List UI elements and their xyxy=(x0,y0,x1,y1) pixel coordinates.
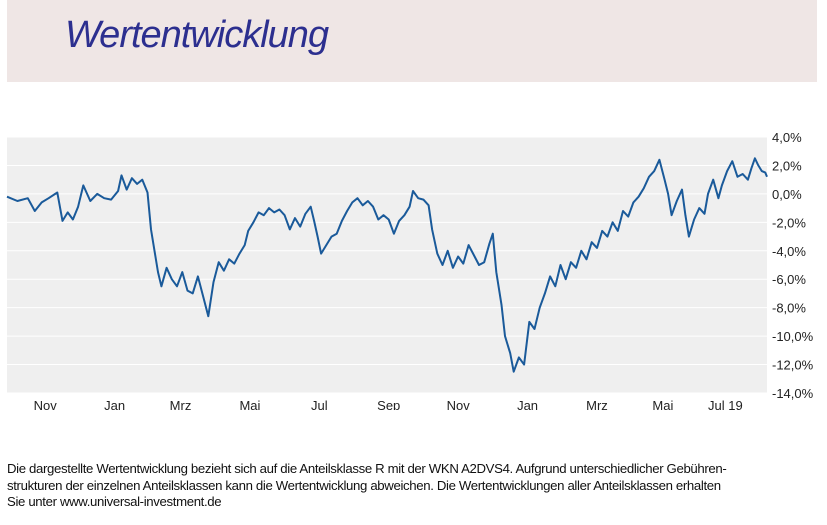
y-tick-label: -14,0% xyxy=(772,386,814,401)
y-tick-label: -4,0% xyxy=(772,244,806,259)
series-line xyxy=(6,157,768,373)
x-tick-label: Jan xyxy=(104,398,125,410)
x-axis: Nov Jan Mrz Mai Jul Sep Nov Jan Mrz Mai Jul 19 xyxy=(34,398,743,410)
y-tick-label: 4,0% xyxy=(772,130,802,145)
x-tick-label: Mrz xyxy=(170,398,192,410)
x-tick-label: Mrz xyxy=(586,398,608,410)
y-tick-label: -10,0% xyxy=(772,329,814,344)
x-tick-label: Jul 19 xyxy=(708,398,743,410)
series-layer xyxy=(6,157,768,373)
x-tick-label: Mai xyxy=(239,398,260,410)
y-tick-label: 0,0% xyxy=(772,187,802,202)
y-axis: 4,0% 2,0% 0,0% -2,0% -4,0% -6,0% -8,0% -10,0% -1… xyxy=(772,130,814,401)
x-tick-label: Nov xyxy=(447,398,471,410)
header-banner: Wertentwicklung xyxy=(7,0,817,82)
y-tick-label: -8,0% xyxy=(772,301,806,316)
x-tick-label: Nov xyxy=(34,398,58,410)
y-tick-label: -2,0% xyxy=(772,215,806,230)
x-tick-label: Sep xyxy=(377,398,400,410)
footnote: Die dargestellte Wertentwicklung bezieht… xyxy=(7,461,819,511)
footnote-line: Die dargestellte Wertentwicklung bezieht… xyxy=(7,461,727,476)
performance-line-chart: 4,0% 2,0% 0,0% -2,0% -4,0% -6,0% -8,0% -10,0% -1… xyxy=(6,130,814,410)
x-tick-label: Jul xyxy=(311,398,328,410)
y-tick-label: -12,0% xyxy=(772,358,814,373)
footnote-line: strukturen der einzelnen Anteilsklassen … xyxy=(7,477,721,493)
x-tick-label: Mai xyxy=(652,398,673,410)
y-tick-label: 2,0% xyxy=(772,158,802,173)
page-title: Wertentwicklung xyxy=(65,14,329,56)
x-tick-label: Jan xyxy=(517,398,538,410)
y-tick-label: -6,0% xyxy=(772,272,806,287)
footnote-line: Sie unter www.universal-investment.de xyxy=(7,494,222,509)
